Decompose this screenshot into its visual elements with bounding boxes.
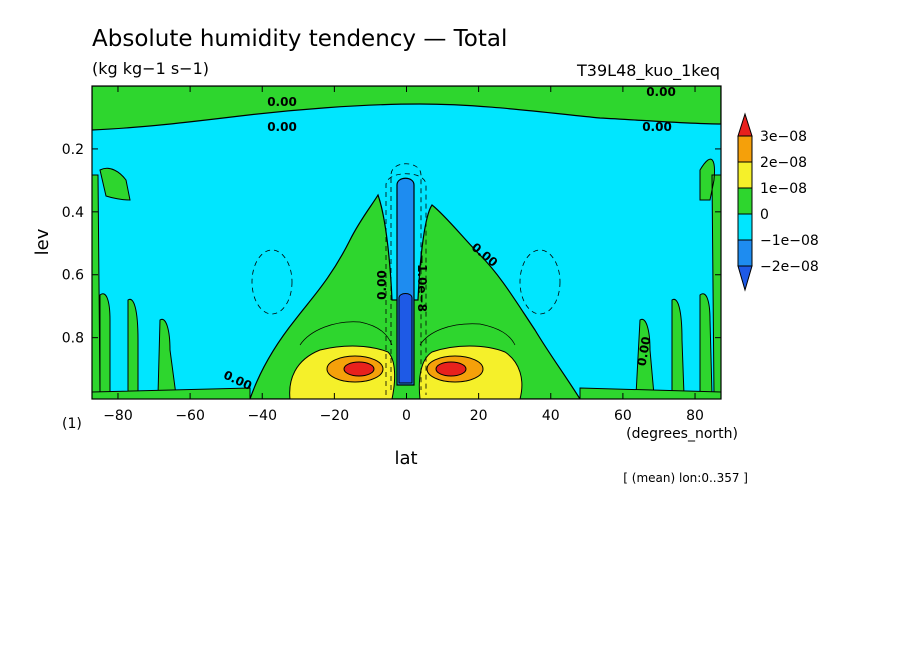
y-tick-label: 0.6 bbox=[62, 268, 84, 284]
colorbar-segment bbox=[737, 239, 753, 267]
x-tick-label: −60 bbox=[175, 408, 205, 424]
x-tick-label: 40 bbox=[542, 408, 560, 424]
colorbar-bottom-arrow bbox=[737, 265, 753, 292]
chart-title: Absolute humidity tendency — Total bbox=[92, 26, 507, 52]
band-positive-top bbox=[92, 86, 721, 131]
contour-label: 0.00 bbox=[267, 120, 297, 134]
chart-subtitle: (kg kg−1 s−1) bbox=[92, 59, 209, 78]
colorbar-top-arrow bbox=[737, 112, 753, 137]
colorbar-segment bbox=[737, 135, 753, 163]
colorbar-label: 0 bbox=[760, 207, 769, 223]
x-tick-label: 60 bbox=[614, 408, 632, 424]
colorbar-label: −2e−08 bbox=[760, 259, 819, 275]
x-tick-label: 80 bbox=[686, 408, 704, 424]
contour-field bbox=[92, 86, 721, 399]
colorbar-label: 2e−08 bbox=[760, 155, 807, 171]
y-axis: 0.2 0.4 0.6 0.8 bbox=[62, 142, 721, 347]
band-red-left bbox=[343, 361, 375, 377]
x-tick-label: −80 bbox=[103, 408, 133, 424]
experiment-label: T39L48_kuo_1keq bbox=[576, 61, 720, 81]
contour-label: 0.00 bbox=[375, 270, 389, 300]
contour-label: 0.00 bbox=[646, 85, 676, 99]
y-tick-label: 0.4 bbox=[62, 205, 84, 221]
colorbar-label: −1e−08 bbox=[760, 233, 819, 249]
x-axis-title: lat bbox=[394, 448, 417, 469]
band-red-right bbox=[435, 361, 467, 377]
y-axis-title: lev bbox=[32, 228, 53, 255]
colorbar-segment bbox=[737, 161, 753, 189]
x-tick-label: 0 bbox=[402, 408, 411, 424]
x-tick-label: −40 bbox=[247, 408, 277, 424]
y-units-label: (1) bbox=[62, 416, 82, 432]
contour-label: 0.00 bbox=[267, 95, 297, 109]
contour-label: 0.00 bbox=[642, 120, 672, 134]
x-axis: −80 −60 −40 −20 0 20 40 60 80 bbox=[103, 86, 704, 424]
band-positive-surface bbox=[92, 387, 721, 399]
colorbar-label: 1e−08 bbox=[760, 181, 807, 197]
thin-contours bbox=[299, 321, 516, 346]
contour-label: 0.00 bbox=[635, 336, 654, 368]
dashed-contours bbox=[251, 163, 561, 395]
colorbar: 3e−08 2e−08 1e−08 0 −1e−08 −2e−08 bbox=[737, 112, 819, 292]
x-tick-label: 20 bbox=[470, 408, 488, 424]
band-negative-core bbox=[398, 293, 413, 384]
colorbar-segment bbox=[737, 187, 753, 215]
contour-label: −1.0e−8 bbox=[415, 254, 429, 312]
colorbar-label: 3e−08 bbox=[760, 129, 807, 145]
x-units-label: (degrees_north) bbox=[626, 426, 738, 442]
x-tick-label: −20 bbox=[320, 408, 350, 424]
y-tick-label: 0.8 bbox=[62, 331, 84, 347]
colorbar-segment bbox=[737, 213, 753, 241]
y-tick-label: 0.2 bbox=[62, 142, 84, 158]
footnote: [ (mean) lon:0..357 ] bbox=[623, 471, 748, 485]
